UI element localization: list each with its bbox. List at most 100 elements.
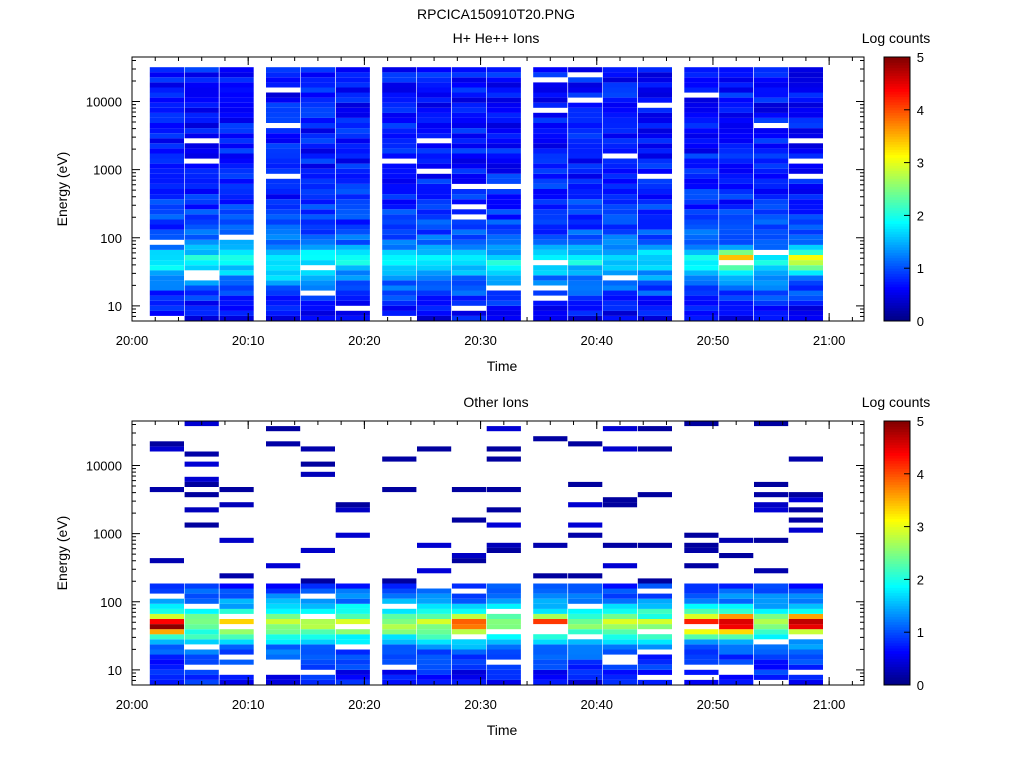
spectrogram-cell	[300, 270, 335, 276]
spectrogram-cell	[300, 128, 335, 134]
spectrogram-cell	[533, 67, 568, 73]
spectrogram-cell	[602, 619, 638, 625]
spectrogram-cell	[568, 138, 603, 144]
spectrogram-cell	[149, 310, 184, 316]
spectrogram-cell	[568, 143, 603, 149]
spectrogram-cell	[184, 244, 219, 250]
colorbar-step	[884, 613, 910, 617]
colorbar-step	[884, 655, 910, 660]
spectrogram-cell	[149, 249, 184, 255]
spectrogram-cell	[754, 300, 789, 306]
spectrogram-cell	[533, 593, 568, 599]
spectrogram-cell	[637, 183, 672, 189]
spectrogram-cell	[149, 123, 184, 129]
spectrogram-cell	[754, 280, 789, 286]
x-axis: 20:00 20:10 20:20 20:30 20:40 20:50 21:00	[116, 421, 853, 712]
colorbar-step	[884, 297, 910, 301]
spectrogram-cell	[637, 82, 672, 88]
spectrogram-cell	[568, 260, 603, 266]
spectrogram-cell	[451, 219, 487, 225]
colorbar-step	[884, 550, 910, 554]
spectrogram-cell	[266, 654, 301, 660]
spectrogram-cell	[417, 219, 452, 225]
spectrogram-cell	[451, 138, 487, 144]
colorbar-step	[884, 101, 910, 106]
spectrogram-cell	[637, 664, 672, 670]
spectrogram-cell	[754, 194, 789, 200]
spectrogram-cell	[754, 117, 789, 123]
spectrogram-cell	[451, 639, 487, 645]
spectrogram-cell	[382, 456, 417, 462]
colorbar-step	[884, 233, 910, 238]
spectrogram-cell	[684, 158, 719, 164]
colorbar: 0 1 2 3 4 5 Log counts	[862, 30, 931, 329]
spectrogram-cell	[602, 644, 638, 650]
spectrogram-cell	[684, 310, 719, 316]
spectrogram-cell	[684, 598, 719, 604]
colorbar-tick-label: 4	[917, 467, 924, 482]
spectrogram-cell	[184, 214, 219, 220]
spectrogram-cell	[788, 664, 823, 670]
spectrogram-cell	[266, 280, 301, 286]
spectrogram-cell	[602, 280, 638, 286]
spectrogram-cell	[300, 72, 335, 78]
x-tick-label: 20:50	[697, 697, 730, 712]
spectrogram-cell	[382, 102, 417, 108]
spectrogram-cell	[486, 446, 521, 452]
colorbar-step	[884, 215, 910, 219]
spectrogram-cell	[451, 593, 487, 599]
spectrogram-cell	[788, 608, 823, 614]
spectrogram-cell	[382, 133, 417, 139]
spectrogram-cell	[486, 143, 521, 149]
spectrogram-cell	[266, 249, 301, 255]
y-tick-label: 10	[108, 299, 122, 314]
spectrogram-cell	[335, 138, 370, 144]
spectrogram-cell	[637, 214, 672, 220]
y-axis-label: Energy (eV)	[54, 516, 70, 591]
spectrogram-cell	[719, 77, 754, 83]
spectrogram-cell	[417, 189, 452, 195]
colorbar-step	[884, 510, 910, 514]
spectrogram-cell	[788, 624, 823, 630]
spectrogram-cell	[568, 441, 603, 447]
spectrogram-cell	[300, 82, 335, 88]
spectrogram-cell	[335, 507, 370, 513]
spectrogram-cell	[788, 674, 823, 680]
spectrogram-cell	[486, 300, 521, 306]
spectrogram-cell	[486, 507, 521, 513]
spectrogram-cell	[335, 583, 370, 589]
spectrogram-cell	[417, 178, 452, 184]
spectrogram-cell	[451, 260, 487, 266]
spectrogram-cell	[335, 502, 370, 508]
spectrogram-cell	[382, 270, 417, 276]
colorbar-step	[884, 529, 910, 533]
spectrogram-cell	[335, 659, 370, 665]
y-tick-label: 1000	[93, 527, 122, 542]
spectrogram-cell	[684, 97, 719, 103]
spectrogram-cell	[184, 608, 219, 614]
spectrogram-cell	[637, 270, 672, 276]
spectrogram-cell	[637, 310, 672, 316]
spectrogram-cell	[637, 624, 672, 630]
spectrogram-cell	[486, 547, 521, 553]
x-tick-label: 20:40	[580, 333, 613, 348]
colorbar-step	[884, 284, 910, 288]
spectrogram-cell	[149, 72, 184, 78]
spectrogram-cell	[568, 522, 603, 528]
spectrogram-cell	[451, 178, 487, 184]
spectrogram-cell	[486, 163, 521, 169]
spectrogram-cell	[266, 300, 301, 306]
x-tick-label: 20:30	[464, 333, 497, 348]
spectrogram-cell	[684, 178, 719, 184]
colorbar-step	[884, 642, 910, 646]
spectrogram-cell	[335, 128, 370, 134]
spectrogram-cell	[754, 265, 789, 271]
colorbar-tick-label: 0	[917, 678, 924, 693]
colorbar-step	[884, 547, 910, 551]
spectrogram-cell	[219, 87, 254, 93]
spectrogram-cell	[568, 194, 603, 200]
colorbar-step	[884, 130, 910, 135]
spectrogram-cell	[684, 209, 719, 215]
spectrogram-cell	[486, 664, 521, 670]
colorbar-step	[884, 59, 910, 63]
